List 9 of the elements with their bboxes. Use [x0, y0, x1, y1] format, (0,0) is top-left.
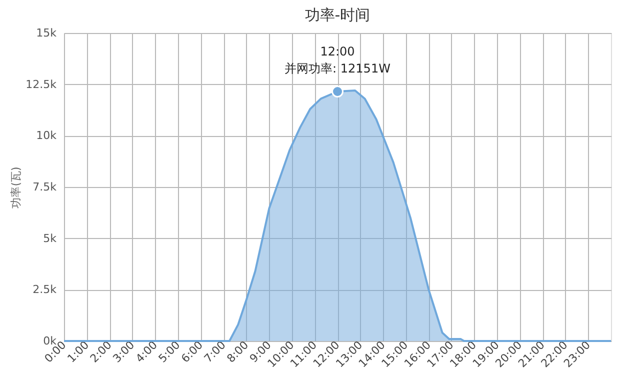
annotation: 12:00 并网功率: 12151W: [284, 44, 391, 76]
y-tick-label: 10k: [36, 129, 58, 142]
y-tick-label: 7.5k: [32, 180, 58, 194]
chart-title: 功率-时间: [304, 6, 370, 24]
y-axis-title: 功率(瓦): [10, 166, 23, 208]
y-tick-label: 15k: [36, 26, 58, 40]
y-tick-label: 12.5k: [26, 78, 58, 91]
y-tick-label: 5k: [43, 232, 58, 245]
y-tick-label: 2.5k: [32, 283, 58, 296]
